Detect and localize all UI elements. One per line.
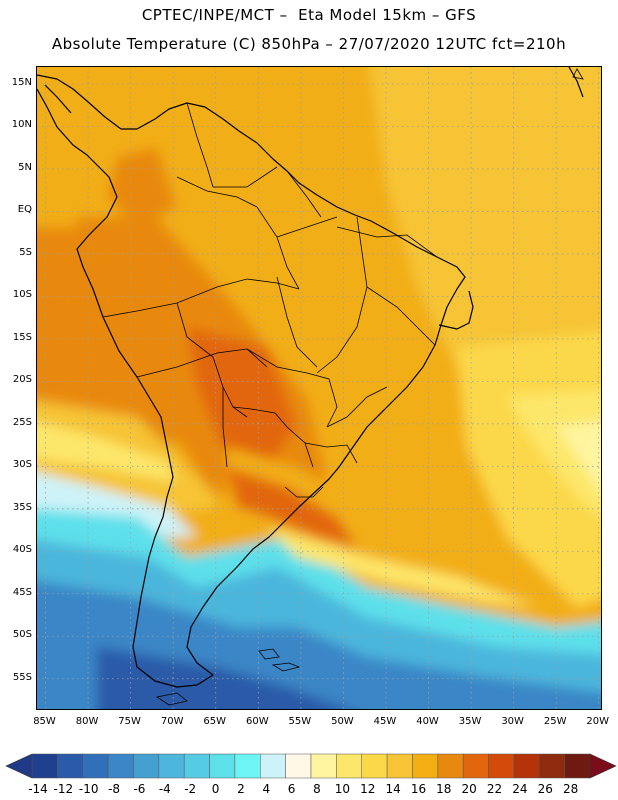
lat-tick-label: 15N <box>11 76 32 88</box>
colorbar-swatch <box>437 753 464 779</box>
colorbar-swatch <box>31 753 58 779</box>
lon-tick-label: 65W <box>203 716 227 727</box>
map-subtitle: Absolute Temperature (C) 850hPa – 27/07/… <box>51 35 567 53</box>
colorbar-swatch <box>158 753 185 779</box>
lon-tick-label: 55W <box>288 716 312 727</box>
temperature-field <box>37 67 601 709</box>
lon-tick-label: 50W <box>331 716 354 727</box>
colorbar-swatch <box>539 753 565 779</box>
colorbar-tick-label: 18 <box>436 782 452 796</box>
lon-tick-label: 60W <box>245 716 269 727</box>
colorbar-swatch <box>412 753 439 779</box>
colorbar-tick-label: 10 <box>334 782 350 796</box>
islands <box>155 68 584 706</box>
colorbar-swatch <box>209 753 236 779</box>
lon-tick-label: 30W <box>501 716 524 727</box>
colorbar-tick-label: -10 <box>78 782 99 796</box>
lat-tick-label: 40S <box>12 544 32 556</box>
colorbar-tick-label: -4 <box>158 782 171 796</box>
colorbar-tick-label: 2 <box>237 782 245 796</box>
colorbar-tick-label: -2 <box>184 782 197 796</box>
lon-tick-label: 20W <box>586 716 610 727</box>
colorbar-swatch <box>260 753 286 779</box>
colorbar-under-arrow <box>5 753 33 779</box>
lat-tick-label: 5S <box>19 246 32 258</box>
map-title: CPTEC/INPE/MCT – Eta Model 15km – GFS <box>141 6 477 24</box>
colorbar-swatch <box>310 753 337 779</box>
lon-tick-label: 80W <box>75 716 99 727</box>
colorbar-tick-label: -8 <box>108 782 121 796</box>
colorbar-tick-label: -14 <box>28 782 48 796</box>
lon-tick-label: 85W <box>33 716 56 727</box>
colorbar-tick-label: -6 <box>133 782 146 796</box>
colorbar-tick-label: 12 <box>360 782 376 796</box>
colorbar-swatch <box>462 753 489 779</box>
colorbar-tick-label: 8 <box>313 782 321 796</box>
lat-tick-label: 10N <box>11 119 32 131</box>
colorbar-swatch <box>285 753 312 779</box>
colorbar-swatch <box>133 753 160 779</box>
lat-tick-label: 10S <box>12 289 32 301</box>
colorbar-over-arrow <box>589 753 617 779</box>
lat-tick-label: 25S <box>12 416 32 428</box>
temperature-map <box>36 66 602 710</box>
colorbar-tick-label: 0 <box>211 782 220 796</box>
lon-tick-label: 75W <box>118 716 141 727</box>
colorbar-tick-label: 16 <box>410 782 427 796</box>
colorbar-swatch <box>57 753 83 779</box>
lat-tick-label: 15S <box>12 331 32 343</box>
colorbar <box>5 753 617 779</box>
lon-tick-label: 35W <box>458 716 482 727</box>
lat-tick-label: 35S <box>12 501 32 513</box>
colorbar-tick-label: 14 <box>385 782 401 796</box>
country-borders <box>102 102 438 498</box>
lat-tick-label: 20S <box>12 374 32 386</box>
colorbar-tick-label: 6 <box>287 782 296 796</box>
lat-tick-label: 45S <box>12 586 32 598</box>
colorbar-tick-label: 20 <box>461 782 477 796</box>
lon-tick-label: 25W <box>543 716 567 727</box>
colorbar-swatch <box>82 753 109 779</box>
lat-tick-label: EQ <box>17 204 32 216</box>
colorbar-swatch <box>361 753 388 779</box>
lat-tick-label: 30S <box>12 459 32 471</box>
lon-tick-label: 40W <box>416 716 439 727</box>
lon-tick-label: 45W <box>373 716 397 727</box>
colorbar-swatch <box>107 753 134 779</box>
colorbar-tick-label: 22 <box>486 782 503 796</box>
colorbar-swatch <box>234 753 261 779</box>
colorbar-tick-label: -12 <box>53 782 74 796</box>
colorbar-tick-label: 28 <box>562 782 579 796</box>
colorbar-tick-label: 24 <box>512 782 528 796</box>
lat-tick-label: 55S <box>12 671 32 683</box>
lat-tick-label: 5N <box>18 161 32 173</box>
colorbar-swatch <box>488 753 515 779</box>
colorbar-tick-label: 26 <box>537 782 553 796</box>
lon-tick-label: 70W <box>160 716 184 727</box>
coastline <box>37 67 584 688</box>
colorbar-swatch <box>564 753 591 779</box>
colorbar-swatch <box>513 753 540 779</box>
colorbar-swatch <box>336 753 362 779</box>
lat-tick-label: 50S <box>12 629 32 641</box>
colorbar-swatch <box>386 753 413 779</box>
colorbar-tick-label: 4 <box>262 782 271 796</box>
colorbar-swatch <box>183 753 210 779</box>
